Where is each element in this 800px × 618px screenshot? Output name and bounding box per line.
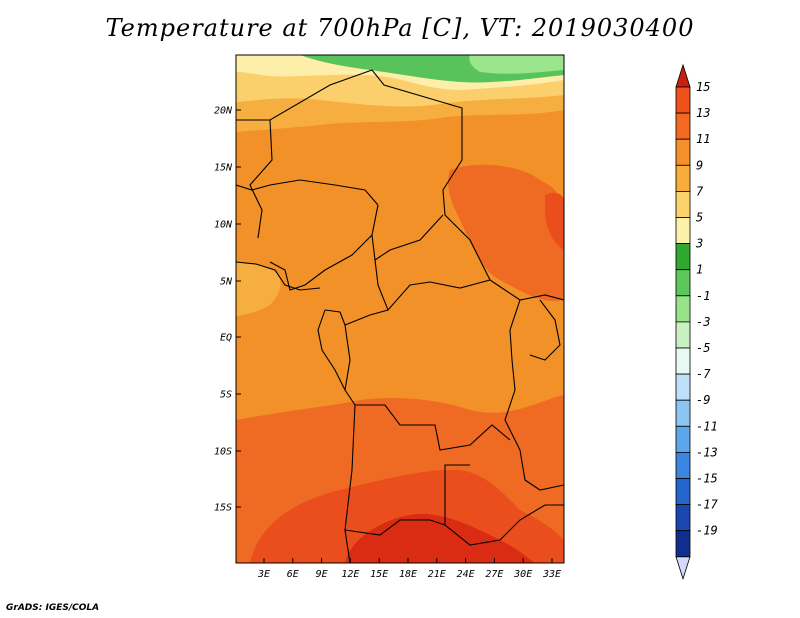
- map-title: Temperature at 700hPa [C], VT: 201903040…: [105, 14, 695, 42]
- field-west-light-orange: [236, 262, 281, 316]
- colorbar-label: -11: [696, 419, 718, 433]
- border-line: [504, 299, 564, 491]
- coastline: [317, 309, 346, 391]
- colorbar-bottom-cap: [675, 556, 691, 581]
- lat-tick-label: EQ: [220, 333, 232, 344]
- colorbar-label: 9: [696, 158, 703, 172]
- colorbar-segment: [675, 190, 691, 218]
- border-line: [344, 404, 356, 563]
- border-line: [236, 179, 379, 206]
- grads-credit: GrADS: IGES/COLA: [6, 603, 100, 613]
- colorbar-segment: [675, 112, 691, 140]
- lon-tick-label: 33E: [542, 569, 561, 580]
- colorbar-segment: [675, 164, 691, 192]
- border-line: [529, 299, 561, 361]
- border-line: [269, 234, 373, 291]
- lon-tick-label: 30E: [513, 569, 532, 580]
- colorbar-segment: [675, 321, 691, 349]
- colorbar-segment: [675, 217, 691, 245]
- colorbar-segment: [675, 86, 691, 114]
- border-line: [249, 119, 273, 239]
- lat-tick-label: 5S: [220, 390, 232, 401]
- temperature-field: [236, 55, 564, 563]
- lat-tick-label: 10N: [214, 220, 233, 231]
- colorbar-segment: [675, 373, 691, 401]
- colorbar: 15 13 11 9 7 5 3 1 -1 -3 -5 -7 -9 -11 -13 -15 -17 -19: [675, 63, 718, 581]
- field-east-red-orange: [448, 164, 564, 301]
- colorbar-segment: [675, 243, 691, 271]
- colorbar-label: 13: [696, 106, 710, 120]
- lon-tick-label: 9E: [316, 569, 328, 580]
- colorbar-segment: [675, 425, 691, 453]
- colorbar-label: -7: [696, 367, 711, 381]
- lat-tick-label: 20N: [214, 106, 233, 117]
- field-east-red: [545, 192, 564, 250]
- colorbar-segment: [675, 399, 691, 427]
- colorbar-label: 11: [696, 132, 710, 146]
- colorbar-label: -5: [696, 341, 710, 355]
- colorbar-label: -9: [696, 393, 710, 407]
- lon-tick-label: 15E: [370, 569, 388, 580]
- colorbar-label: 3: [695, 237, 703, 251]
- colorbar-segment: [675, 295, 691, 323]
- border-line: [371, 204, 444, 261]
- colorbar-label: -17: [696, 498, 718, 512]
- coastline: [236, 261, 321, 291]
- lat-tick-label: 5N: [220, 277, 233, 288]
- colorbar-segment: [675, 530, 691, 558]
- lat-tick-label: 15N: [214, 163, 233, 174]
- colorbar-label: -1: [696, 289, 710, 303]
- colorbar-label: 15: [696, 80, 710, 94]
- colorbar-segment: [675, 478, 691, 506]
- country-borders: [236, 69, 564, 563]
- lon-tick-label: 24E: [457, 569, 475, 580]
- colorbar-label: 7: [696, 184, 704, 198]
- lon-tick-label: 6E: [287, 569, 299, 580]
- border-line: [344, 324, 511, 451]
- border-line: [344, 464, 470, 536]
- colorbar-label: -15: [696, 472, 718, 486]
- lon-tick-label: 21E: [428, 569, 446, 580]
- latitude-axis: 20N 15N 10N 5N EQ 5S 10S 15S: [214, 106, 241, 514]
- colorbar-segment: [675, 451, 691, 479]
- longitude-axis: 3E 6E 9E 12E 15E 18E 21E 24E 27E 30E 33E: [257, 558, 561, 580]
- border-line: [444, 504, 564, 546]
- border-line: [236, 69, 564, 301]
- lon-tick-label: 12E: [341, 569, 359, 580]
- lat-tick-label: 15S: [214, 503, 232, 514]
- colorbar-label: -3: [696, 315, 710, 329]
- border-line: [374, 259, 491, 312]
- colorbar-label: 5: [696, 211, 703, 225]
- lat-tick-label: 10S: [214, 447, 232, 458]
- colorbar-segment: [675, 504, 691, 532]
- colorbar-label: -19: [696, 524, 718, 538]
- map-frame: [235, 54, 565, 564]
- field-north-light-green: [469, 55, 564, 74]
- colorbar-segment: [675, 347, 691, 375]
- lon-tick-label: 27E: [485, 569, 503, 580]
- colorbar-top-cap: [675, 63, 691, 88]
- lon-tick-label: 3E: [257, 569, 270, 580]
- colorbar-segment: [675, 269, 691, 297]
- colorbar-label: 1: [696, 263, 703, 277]
- colorbar-segment: [675, 138, 691, 166]
- lon-tick-label: 18E: [399, 569, 417, 580]
- colorbar-label: -13: [696, 445, 718, 459]
